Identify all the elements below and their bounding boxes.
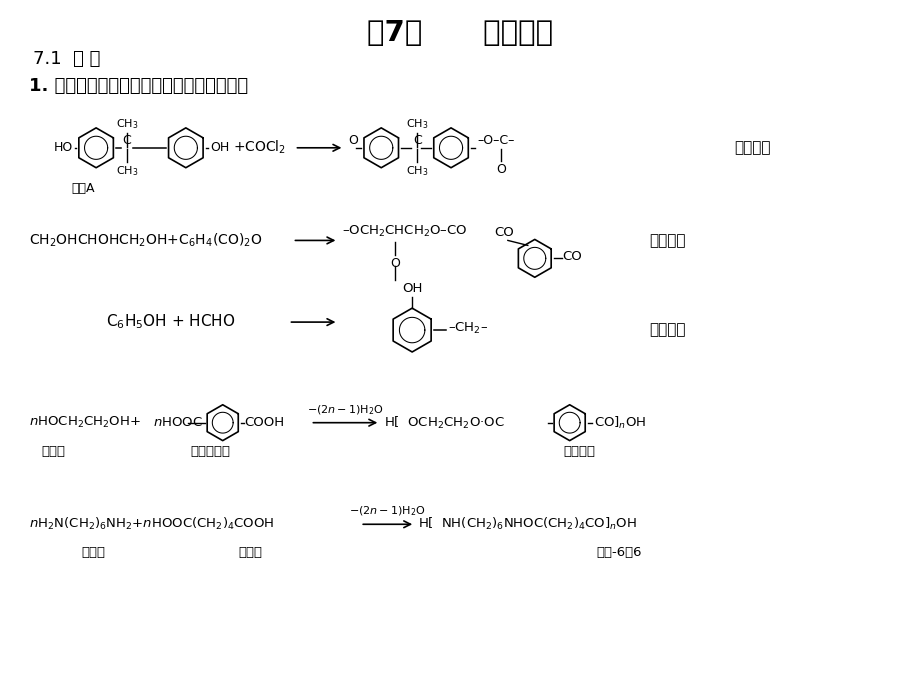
Text: CH$_3$: CH$_3$ <box>405 164 428 177</box>
Text: O: O <box>390 257 400 270</box>
Text: 第7章      逐步聚合: 第7章 逐步聚合 <box>367 19 552 48</box>
Text: 醇酸树脂: 醇酸树脂 <box>649 233 686 248</box>
Text: CO$]$$_n$OH: CO$]$$_n$OH <box>593 415 645 431</box>
Text: C$_6$H$_5$OH + HCHO: C$_6$H$_5$OH + HCHO <box>106 313 235 331</box>
Text: O: O <box>348 134 357 147</box>
Text: C: C <box>413 134 421 147</box>
Text: 7.1  引 言: 7.1 引 言 <box>33 50 100 68</box>
Text: 聚碳酸酯: 聚碳酸酯 <box>733 140 770 155</box>
Text: OH: OH <box>402 282 422 295</box>
Text: CH$_3$: CH$_3$ <box>116 117 138 131</box>
Text: HO: HO <box>54 141 74 155</box>
Text: CO: CO <box>562 250 582 263</box>
Text: 双酚A: 双酚A <box>71 181 95 195</box>
Text: H$[$  NH(CH$_2$)$_6$NHOC(CH$_2$)$_4$CO$]$$_n$OH: H$[$ NH(CH$_2$)$_6$NHOC(CH$_2$)$_4$CO$]$… <box>417 516 636 532</box>
Text: 对苯二甲酸: 对苯二甲酸 <box>190 444 231 457</box>
Text: COOH: COOH <box>244 416 285 429</box>
Text: –O–C–: –O–C– <box>476 134 514 147</box>
Text: $-(2n-1)$H$_2$O: $-(2n-1)$H$_2$O <box>349 504 425 518</box>
Text: H$[$  OCH$_2$CH$_2$O·OC: H$[$ OCH$_2$CH$_2$O·OC <box>384 415 505 431</box>
Text: CO: CO <box>494 226 513 239</box>
Text: 己二酸: 己二酸 <box>238 546 262 559</box>
Text: CH$_2$OHCHOHCH$_2$OH+C$_6$H$_4$(CO)$_2$O: CH$_2$OHCHOHCH$_2$OH+C$_6$H$_4$(CO)$_2$O <box>29 232 262 249</box>
Text: 酚醛树脂: 酚醛树脂 <box>649 322 686 337</box>
Text: $n$HOOC: $n$HOOC <box>153 416 202 429</box>
Text: 聚酯涤纶: 聚酯涤纶 <box>563 444 595 457</box>
Text: 1. 绝大多数缩聚反应是典型的逐步聚合反应: 1. 绝大多数缩聚反应是典型的逐步聚合反应 <box>29 77 248 95</box>
Text: 尼龙-6，6: 尼龙-6，6 <box>596 546 641 559</box>
Text: +COCl$_2$: +COCl$_2$ <box>233 139 286 157</box>
Text: $n$H$_2$N(CH$_2$)$_6$NH$_2$+$n$HOOC(CH$_2$)$_4$COOH: $n$H$_2$N(CH$_2$)$_6$NH$_2$+$n$HOOC(CH$_… <box>29 516 274 532</box>
Text: –OCH$_2$CHCH$_2$O–CO: –OCH$_2$CHCH$_2$O–CO <box>342 224 468 239</box>
Text: $n$HOCH$_2$CH$_2$OH+: $n$HOCH$_2$CH$_2$OH+ <box>29 415 142 431</box>
Text: 己二胺: 己二胺 <box>81 546 105 559</box>
Text: CH$_3$: CH$_3$ <box>405 117 428 131</box>
Text: OH: OH <box>210 141 229 155</box>
Text: –CH$_2$–: –CH$_2$– <box>448 321 488 335</box>
Text: O: O <box>495 163 505 176</box>
Text: CH$_3$: CH$_3$ <box>116 164 138 177</box>
Text: $-(2n-1)$H$_2$O: $-(2n-1)$H$_2$O <box>307 403 383 417</box>
Text: C: C <box>122 134 131 147</box>
Text: 乙二醇: 乙二醇 <box>41 444 65 457</box>
